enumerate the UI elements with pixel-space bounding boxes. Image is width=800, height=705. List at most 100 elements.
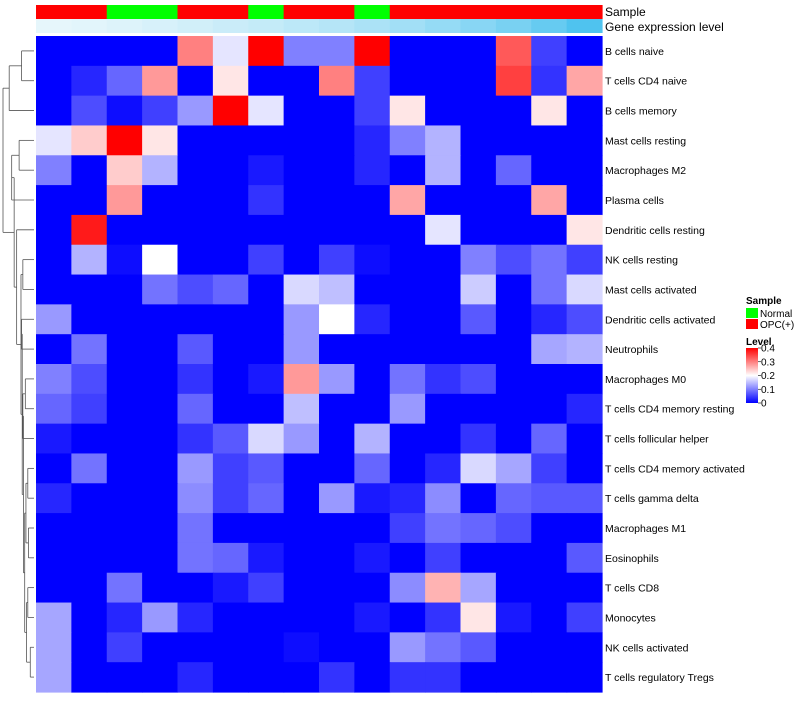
heatmap-cell <box>177 423 214 455</box>
heatmap-cell <box>354 334 391 365</box>
heatmap-cell <box>212 95 249 127</box>
heatmap-cell <box>142 36 179 67</box>
heatmap-cell <box>495 572 532 604</box>
row-label: B cells memory <box>605 106 678 118</box>
expression-annotation-cell <box>283 19 320 33</box>
heatmap-cell <box>319 36 355 67</box>
expression-annotation-cell <box>319 19 355 33</box>
heatmap-cell <box>106 274 143 305</box>
heatmap-cell <box>248 244 285 276</box>
heatmap-cell <box>177 572 214 604</box>
heatmap-cell <box>354 542 391 574</box>
expression-annotation-cell <box>566 19 603 33</box>
heatmap-cell <box>531 36 568 67</box>
heatmap-cell <box>566 602 603 633</box>
heatmap-cell <box>36 453 72 484</box>
heatmap-cell <box>106 155 143 186</box>
heatmap-cell <box>36 632 72 663</box>
heatmap-cell <box>319 185 355 216</box>
heatmap-cell <box>566 214 603 246</box>
heatmap-cell <box>319 483 355 514</box>
heatmap-cell <box>354 364 391 395</box>
heatmap-cell <box>283 95 320 127</box>
heatmap-cell <box>36 602 72 633</box>
legend-tick-label: 0.1 <box>761 385 775 396</box>
sample-annotation-cell <box>354 5 391 19</box>
heatmap-cell <box>531 364 568 395</box>
sample-annotation-cell <box>389 5 426 19</box>
heatmap-cell <box>106 65 143 97</box>
heatmap-cell <box>283 662 320 693</box>
heatmap-cell <box>566 185 603 216</box>
heatmap-cell <box>142 334 179 365</box>
heatmap-cell <box>36 125 72 156</box>
heatmap-cell <box>177 214 214 246</box>
heatmap-cell <box>212 483 249 514</box>
heatmap-cell <box>106 483 143 514</box>
heatmap-cell <box>531 244 568 276</box>
heatmap-cell <box>142 95 179 127</box>
heatmap-cell <box>212 125 249 156</box>
heatmap-cell <box>389 95 426 127</box>
heatmap-cell <box>71 155 108 186</box>
heatmap-cell <box>460 483 497 514</box>
heatmap-cell <box>71 214 108 246</box>
heatmap-cell <box>495 244 532 276</box>
heatmap-cell <box>425 155 462 186</box>
heatmap-cell <box>212 185 249 216</box>
heatmap-cell <box>142 602 179 633</box>
heatmap-cell <box>531 632 568 663</box>
row-label: T cells CD4 naive <box>605 76 687 88</box>
heatmap-cell <box>212 274 249 305</box>
heatmap-cell <box>177 274 214 305</box>
heatmap-cell <box>460 572 497 604</box>
heatmap-cell <box>36 572 72 604</box>
heatmap-cell <box>389 244 426 276</box>
heatmap-cell <box>354 155 391 186</box>
heatmap-cell <box>354 65 391 97</box>
row-label: Dendritic cells resting <box>605 225 705 237</box>
heatmap-cell <box>425 483 462 514</box>
heatmap-cell <box>425 632 462 663</box>
row-dendrogram <box>2 50 34 678</box>
legend: Sample Normal OPC(+) Level 0.4 0.3 0.2 0.1 0 <box>746 296 794 410</box>
heatmap-cell <box>71 423 108 455</box>
heatmap-cell <box>319 125 355 156</box>
heatmap-cell <box>248 393 285 425</box>
heatmap-cell <box>389 632 426 663</box>
heatmap-cell <box>531 572 568 604</box>
annotation-labels: Sample Gene expression level <box>605 5 724 34</box>
heatmap-cell <box>531 185 568 216</box>
heatmap-cell <box>460 304 497 335</box>
row-label: NK cells activated <box>605 642 689 654</box>
heatmap-cell <box>248 36 285 67</box>
heatmap-cell <box>71 513 108 544</box>
heatmap-cell <box>283 393 320 425</box>
row-label: T cells CD4 memory resting <box>605 404 734 416</box>
heatmap-cell <box>425 185 462 216</box>
heatmap-cell <box>106 632 143 663</box>
heatmap-cell <box>177 662 214 693</box>
heatmap-cell <box>142 513 179 544</box>
heatmap-cell <box>566 36 603 67</box>
heatmap-cell <box>319 214 355 246</box>
heatmap-cell <box>354 662 391 693</box>
heatmap-cell <box>36 36 72 67</box>
heatmap-cell <box>319 364 355 395</box>
heatmap-cell <box>71 244 108 276</box>
row-label: T cells CD8 <box>605 583 659 595</box>
heatmap-cell <box>36 513 72 544</box>
sample-annotation-cell <box>425 5 462 19</box>
heatmap-cell <box>495 632 532 663</box>
heatmap-cell <box>106 244 143 276</box>
heatmap-cell <box>354 36 391 67</box>
heatmap-cell <box>248 334 285 365</box>
heatmap-cell <box>71 572 108 604</box>
heatmap-cell <box>460 155 497 186</box>
heatmap-cell <box>495 483 532 514</box>
row-label: Mast cells resting <box>605 135 686 147</box>
heatmap-cell <box>495 334 532 365</box>
heatmap-cell <box>389 185 426 216</box>
heatmap-cell <box>71 364 108 395</box>
heatmap-cell <box>425 304 462 335</box>
